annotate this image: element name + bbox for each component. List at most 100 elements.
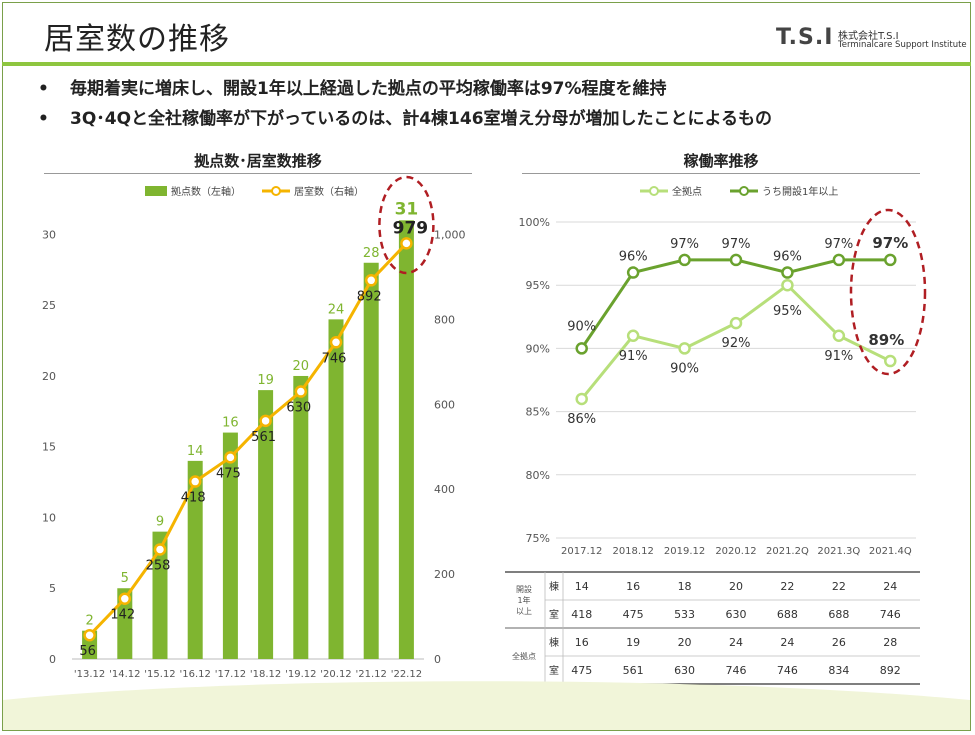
x-tick-label: 2018.12 (612, 546, 653, 557)
table-cell: 20 (678, 636, 692, 649)
rooms-point (224, 451, 237, 464)
bar-locations (363, 262, 379, 659)
bullet-dot: • (38, 109, 49, 129)
bar-value-label: 5 (121, 571, 129, 586)
established-value-label: 97% (872, 234, 908, 252)
table-cell: 746 (726, 664, 747, 677)
x-tick-label: '19.12 (285, 669, 316, 680)
established-value-label: 96% (619, 250, 648, 265)
rooms-value-label: 630 (286, 401, 311, 416)
x-tick-label: '17.12 (215, 669, 246, 680)
bullet-text: 3Q･4Qと全社稼働率が下がっているのは、計4棟146室増え分母が増加したことに… (70, 109, 773, 129)
table-cell: 14 (575, 580, 589, 593)
bullet-text: 毎期着実に増床し、開設1年以上経過した拠点の平均稼働率は97%程度を維持 (70, 79, 667, 99)
rooms-point (364, 274, 378, 287)
table-cell: 26 (832, 636, 846, 649)
logo-subtitle: Terminalcare Support Institute (838, 40, 967, 50)
x-tick-label: '21.12 (356, 669, 387, 680)
rooms-point (83, 628, 96, 642)
legend-swatch-marker (271, 186, 281, 196)
all-locations-value-label: 92% (722, 336, 751, 351)
rooms-line (88, 242, 408, 637)
rooms-value-label: 746 (322, 351, 347, 366)
all-locations-point (884, 354, 897, 368)
established-point (729, 253, 743, 267)
y-tick-label: 85% (526, 406, 550, 419)
page-title: 居室数の推移 (44, 22, 230, 57)
rooms-point (188, 475, 202, 488)
x-tick-label: 2020.12 (715, 546, 756, 557)
highlight-ellipse-right (849, 208, 927, 376)
y-tick-label: 95% (526, 279, 550, 292)
rooms-value-label: 979 (393, 218, 429, 238)
bar-locations (258, 390, 274, 659)
rooms-point (153, 543, 167, 556)
all-locations-point (575, 392, 588, 406)
right-chart-title: 稼働率推移 (683, 152, 759, 170)
established-point (832, 253, 846, 267)
bar-locations (328, 319, 344, 659)
left-axis-tick: 10 (42, 511, 56, 524)
table-cell: 475 (623, 608, 644, 621)
right-axis-tick: 800 (434, 313, 455, 326)
company-logo: T.S.I 株式会社T.S.I Terminalcare Support Ins… (776, 25, 967, 55)
legend-swatch-marker (739, 186, 749, 196)
bar-value-label: 24 (328, 302, 345, 317)
x-tick-label: 2017.12 (561, 546, 602, 557)
table-unit: 棟 (549, 636, 559, 649)
established-point (678, 253, 691, 267)
established-value-label: 97% (824, 237, 853, 252)
table-cell: 22 (780, 580, 794, 593)
table-cell: 892 (880, 664, 901, 677)
all-locations-point (626, 329, 640, 343)
left-axis-tick: 30 (42, 228, 56, 241)
right-axis-tick: 400 (434, 483, 455, 496)
established-point (781, 266, 794, 279)
bottom-decoration (3, 681, 970, 730)
x-tick-label: 2019.12 (664, 546, 705, 557)
highlight-ellipse-left (378, 175, 435, 275)
logo-company-name: 株式会社T.S.I (838, 31, 899, 42)
rooms-value-label: 258 (146, 558, 171, 573)
legend-label: 拠点数（左軸） (171, 185, 241, 198)
x-tick-label: '15.12 (144, 669, 175, 680)
table-cell: 688 (828, 608, 849, 621)
rooms-value-label: 561 (251, 430, 276, 445)
table-cell: 746 (880, 608, 901, 621)
table-cell: 16 (575, 636, 589, 649)
bar-locations (222, 432, 238, 659)
table-cell: 688 (777, 608, 798, 621)
table-cell: 24 (729, 636, 743, 649)
table-cell: 630 (726, 608, 747, 621)
bullet-item: • 3Q･4Qと全社稼働率が下がっているのは、計4棟146室増え分母が増加したこ… (38, 104, 958, 134)
bar-value-label: 20 (293, 359, 310, 374)
legend-label: うち開設1年以上 (762, 185, 838, 198)
bar-locations (152, 531, 168, 659)
all-locations-value-label: 95% (773, 304, 802, 319)
table-group-label: 1年 (517, 595, 530, 605)
rooms-value-label: 892 (357, 289, 382, 304)
established-point (575, 342, 588, 355)
established-value-label: 90% (567, 319, 596, 334)
rooms-value-label: 142 (110, 608, 135, 623)
title-divider (2, 62, 971, 66)
bar-value-label: 31 (395, 199, 419, 219)
x-tick-label: '14.12 (109, 669, 140, 680)
rooms-point (294, 385, 308, 398)
table-cell: 533 (674, 608, 695, 621)
rooms-value-label: 475 (216, 466, 241, 481)
bar-locations (293, 375, 309, 659)
x-tick-label: '13.12 (74, 669, 105, 680)
table-group-label: 全拠点 (512, 651, 536, 661)
table-cell: 24 (780, 636, 794, 649)
left-axis-tick: 15 (42, 441, 56, 454)
x-tick-label: '22.12 (391, 669, 422, 680)
table-cell: 19 (626, 636, 640, 649)
all-locations-point (678, 342, 691, 355)
x-tick-label: '18.12 (250, 669, 281, 680)
table-cell: 418 (571, 608, 592, 621)
logo-mark: T.S.I (776, 25, 834, 50)
legend-label: 全拠点 (672, 185, 702, 198)
